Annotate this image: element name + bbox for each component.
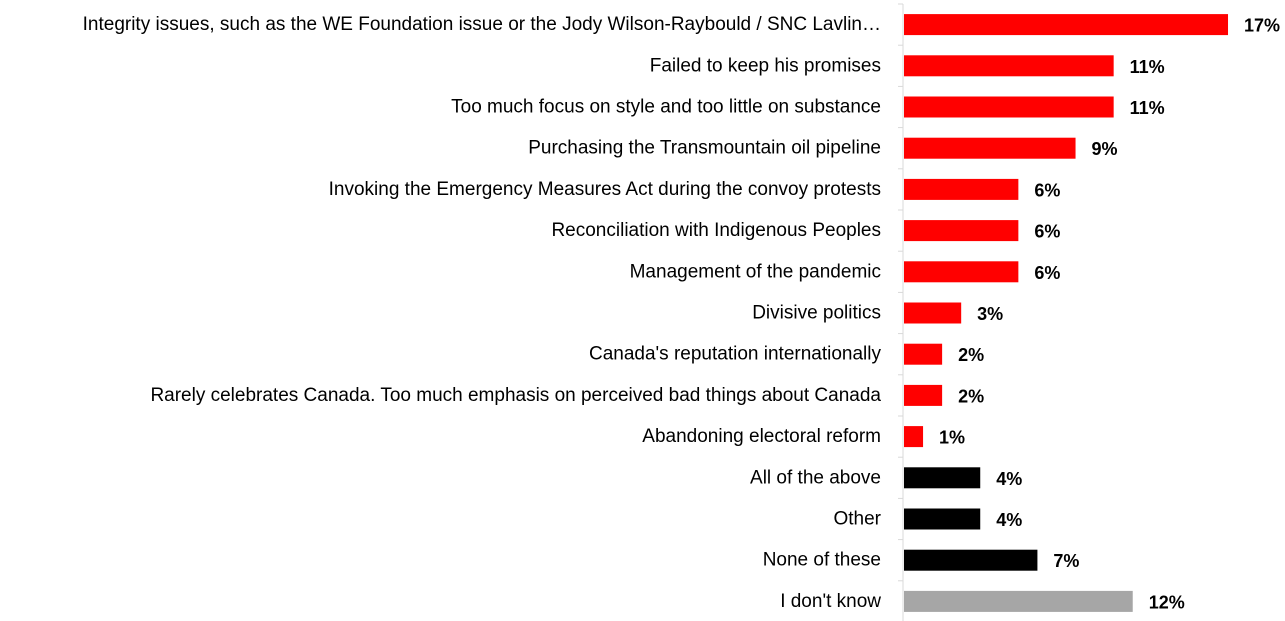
bar [904, 549, 1038, 571]
bar [904, 384, 943, 406]
data-label: 6% [1034, 222, 1060, 242]
data-label: 17% [1244, 16, 1280, 36]
bar [904, 261, 1019, 283]
data-label: 11% [1130, 98, 1165, 118]
category-label: Management of the pandemic [630, 261, 881, 282]
category-label: Purchasing the Transmountain oil pipelin… [528, 138, 881, 159]
data-label: 1% [939, 428, 965, 448]
category-label: Too much focus on style and too little o… [451, 97, 881, 118]
category-label: Abandoning electoral reform [642, 426, 881, 447]
bar [904, 590, 1133, 612]
data-label: 3% [977, 304, 1003, 324]
data-label: 6% [1034, 263, 1060, 283]
bar-series [904, 14, 1229, 612]
category-label: Other [833, 509, 881, 530]
category-label: Rarely celebrates Canada. Too much empha… [150, 385, 881, 406]
bar [904, 220, 1019, 242]
data-labels: 17% 11% 11% 9% 6% 6% 6% 3% 2% 2% 1% 4% 4% 7% 12% [939, 16, 1280, 613]
data-label: 7% [1053, 551, 1079, 571]
bar [904, 302, 962, 324]
data-label: 6% [1034, 180, 1060, 200]
bar [904, 467, 981, 489]
category-axis-ticks [898, 3, 903, 582]
bar [904, 96, 1114, 118]
category-label: Invoking the Emergency Measures Act duri… [329, 179, 881, 200]
data-label: 4% [996, 469, 1022, 489]
bar [904, 14, 1229, 36]
bar [904, 426, 924, 448]
category-labels: Integrity issues, such as the WE Foundat… [83, 14, 882, 612]
data-label: 12% [1149, 592, 1185, 612]
category-label: Integrity issues, such as the WE Foundat… [83, 14, 881, 35]
data-label: 2% [958, 345, 984, 365]
bar [904, 508, 981, 530]
bar [904, 343, 943, 365]
bar [904, 55, 1114, 77]
category-label: Divisive politics [752, 303, 881, 324]
category-label: Failed to keep his promises [650, 55, 881, 76]
data-label: 4% [996, 510, 1022, 530]
category-label: None of these [763, 550, 881, 571]
category-label: Canada's reputation internationally [589, 344, 881, 365]
bar [904, 137, 1076, 159]
bar [904, 178, 1019, 200]
data-label: 9% [1092, 139, 1118, 159]
category-label: I don't know [780, 591, 881, 612]
data-label: 2% [958, 386, 984, 406]
category-label: All of the above [750, 467, 881, 488]
data-label: 11% [1130, 57, 1165, 77]
category-label: Reconciliation with Indigenous Peoples [551, 220, 881, 241]
